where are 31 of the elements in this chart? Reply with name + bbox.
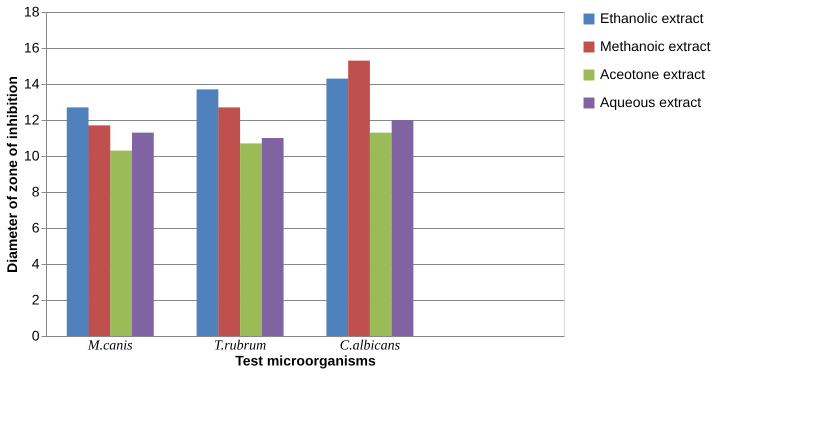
bar (262, 138, 284, 336)
bar (326, 78, 348, 336)
bar (132, 132, 154, 336)
x-tick-label: T.rubrum (214, 338, 266, 354)
legend-label: Methanoic extract (600, 38, 711, 54)
y-tick-label: 16 (24, 40, 40, 56)
legend-label: Ethanolic extract (600, 10, 704, 26)
y-tick-label: 10 (24, 148, 40, 164)
bar (66, 107, 89, 336)
y-tick-label: 8 (32, 184, 40, 200)
legend-label: Aceotone extract (600, 66, 706, 82)
x-tick-label: M.canis (86, 338, 134, 354)
bar (240, 143, 262, 336)
legend-label: Aqueous extract (600, 94, 702, 110)
x-axis-title: Test microorganisms (235, 352, 376, 368)
bar (196, 89, 218, 336)
y-tick-label: 12 (24, 112, 40, 128)
bar (110, 150, 132, 336)
bar (88, 125, 110, 336)
bar (392, 120, 414, 336)
bar (370, 132, 392, 336)
y-tick-label: 18 (24, 4, 40, 20)
y-tick-label: 6 (32, 220, 40, 236)
x-tick-label: C.albicans (340, 338, 401, 354)
bar (218, 107, 240, 336)
y-tick-label: 2 (32, 292, 40, 308)
y-tick-label: 14 (24, 76, 40, 92)
bar (348, 60, 370, 336)
y-tick-label: 4 (32, 256, 40, 272)
y-axis-title: Diameter of zone of inhibition (4, 76, 20, 273)
y-tick-label: 0 (32, 328, 40, 344)
